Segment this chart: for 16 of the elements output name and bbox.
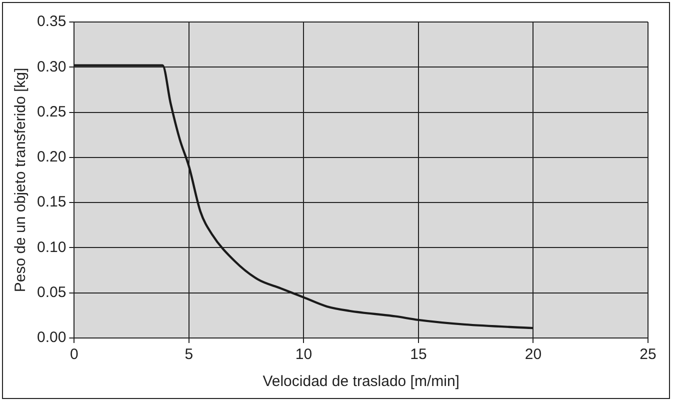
y-tick-label: 0.35 — [36, 13, 66, 30]
y-tick-label: 0.05 — [36, 284, 66, 301]
y-tick-label: 0.15 — [36, 194, 66, 211]
y-tick-label: 0.30 — [36, 58, 66, 76]
x-tick-label: 5 — [184, 346, 194, 364]
x-tick-label: 0 — [70, 346, 78, 364]
y-tick-label: 0.25 — [36, 103, 66, 120]
x-tick-label: 20 — [524, 346, 542, 364]
x-tick-label: 15 — [410, 346, 427, 364]
y-tick-label: 0.00 — [36, 329, 66, 346]
y-tick-label: 0.20 — [36, 148, 66, 166]
y-tick-label: 0.10 — [36, 238, 66, 256]
x-tick-label: 10 — [295, 346, 312, 364]
x-tick-label: 25 — [640, 346, 656, 364]
y-axis-title: Peso de un objeto transferido [kg] — [12, 68, 30, 292]
x-axis-title: Velocidad de traslado [m/min] — [262, 373, 460, 390]
